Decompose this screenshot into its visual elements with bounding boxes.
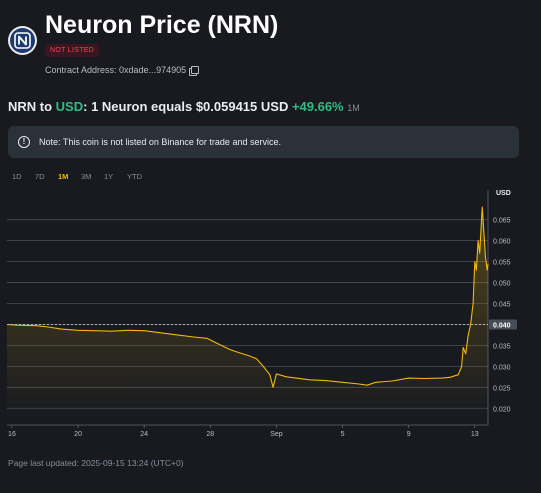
y-tick-label: 0.020: [493, 406, 511, 413]
x-tick-label: 24: [140, 431, 148, 438]
y-tick-label: 0.065: [493, 218, 511, 225]
coin-logo: [8, 26, 37, 55]
y-axis-unit: USD: [496, 190, 511, 197]
price-area: [7, 207, 488, 420]
time-range-tabs: 1D 7D 1M 3M 1Y YTD: [12, 172, 150, 181]
price-change: +49.66%: [291, 99, 344, 114]
current-value-label: 0.040: [493, 322, 511, 329]
range-tab-1y[interactable]: 1Y: [104, 172, 114, 181]
y-tick-label: 0.050: [493, 281, 511, 288]
neuron-logo-icon: [10, 28, 35, 53]
x-tick-label: 16: [8, 431, 16, 438]
not-listed-note: ! Note: This coin is not listed on Binan…: [8, 126, 519, 158]
x-tick-label: 5: [341, 431, 345, 438]
y-tick-label: 0.025: [493, 385, 511, 392]
range-tab-3m[interactable]: 3M: [81, 172, 92, 181]
range-tab-ytd[interactable]: YTD: [127, 172, 142, 181]
price-summary: NRN to USD: 1 Neuron equals $0.059415 US…: [8, 99, 360, 114]
note-text: Note: This coin is not listed on Binance…: [39, 137, 281, 147]
y-tick-label: 0.055: [493, 260, 511, 267]
range-tab-7d[interactable]: 7D: [35, 172, 45, 181]
current-value-box: [489, 319, 517, 330]
y-tick-label: 0.060: [493, 239, 511, 246]
logo-glyph: [14, 32, 31, 49]
y-tick-label: 0.030: [493, 364, 511, 371]
y-tick-label: 0.035: [493, 343, 511, 350]
range-tab-1d[interactable]: 1D: [12, 172, 22, 181]
price-equals: : 1 Neuron equals $0.059415 USD: [83, 99, 292, 114]
pair-to-link[interactable]: USD: [55, 99, 84, 114]
change-period: 1M: [347, 103, 360, 113]
price-line-series: [6, 206, 489, 388]
x-tick-label: Sep: [270, 431, 283, 438]
not-listed-badge: NOT LISTED: [45, 44, 100, 57]
y-tick-label: 0.045: [493, 302, 511, 309]
contract-address: Contract Address: 0xdade...974905: [45, 65, 200, 76]
pair-from: NRN to: [8, 99, 56, 114]
x-tick-label: 9: [407, 431, 411, 438]
range-tab-1m[interactable]: 1M: [58, 172, 69, 181]
x-tick-label: 20: [74, 431, 82, 438]
last-updated: Page last updated: 2025-09-15 13:24 (UTC…: [8, 458, 184, 468]
copy-icon[interactable]: [189, 65, 200, 76]
page-title: Neuron Price (NRN): [45, 11, 279, 39]
x-tick-label: 13: [471, 431, 479, 438]
x-tick-label: 28: [206, 431, 214, 438]
info-icon: !: [18, 136, 30, 148]
contract-address-label: Contract Address: 0xdade...974905: [45, 65, 187, 75]
